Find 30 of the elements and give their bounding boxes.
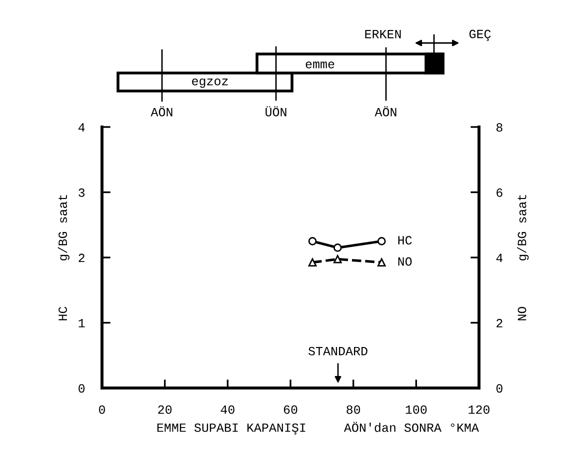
y-tick-label: 2 — [78, 254, 84, 262]
x-tick-label: 20 — [158, 405, 172, 414]
annotation: STANDARD — [308, 346, 368, 356]
y-tick-label: 1 — [78, 319, 85, 328]
text: GEÇ — [469, 30, 491, 41]
x-tick-label: 40 — [220, 405, 234, 414]
text: AÖN — [374, 106, 396, 116]
text: ERKEN — [365, 30, 401, 38]
y-axis-title: HC g/BG saat — [58, 195, 70, 320]
y2-tick-label: 4 — [496, 254, 503, 262]
x-tick-label: 60 — [284, 405, 298, 414]
text: emme — [306, 62, 334, 68]
text: egzoz — [192, 78, 228, 88]
y-tick-label: 0 — [78, 384, 85, 393]
y2-tick-label: 8 — [496, 123, 502, 132]
y2-tick-label: 2 — [496, 318, 502, 328]
y-tick-label: 3 — [78, 188, 85, 197]
y2-axis-title: NO g/BG saat — [517, 195, 529, 320]
y-tick-label: 4 — [78, 123, 85, 132]
text: AÖN — [150, 106, 172, 116]
x-tick-label: 0 — [99, 405, 105, 414]
series-label: HC — [398, 236, 412, 245]
x-tick-label: 120 — [468, 405, 490, 414]
x-tick-label: 80 — [346, 405, 360, 414]
series-label: NO — [398, 257, 412, 266]
y2-tick-label: 0 — [496, 384, 502, 393]
x-axis-title: EMME SUPABI KAPANIŞI AÖN'dan SONRA °KMA — [157, 422, 479, 435]
y2-tick-label: 6 — [496, 188, 502, 197]
text: ÜÖN — [266, 106, 286, 116]
x-tick-label: 100 — [406, 405, 427, 414]
